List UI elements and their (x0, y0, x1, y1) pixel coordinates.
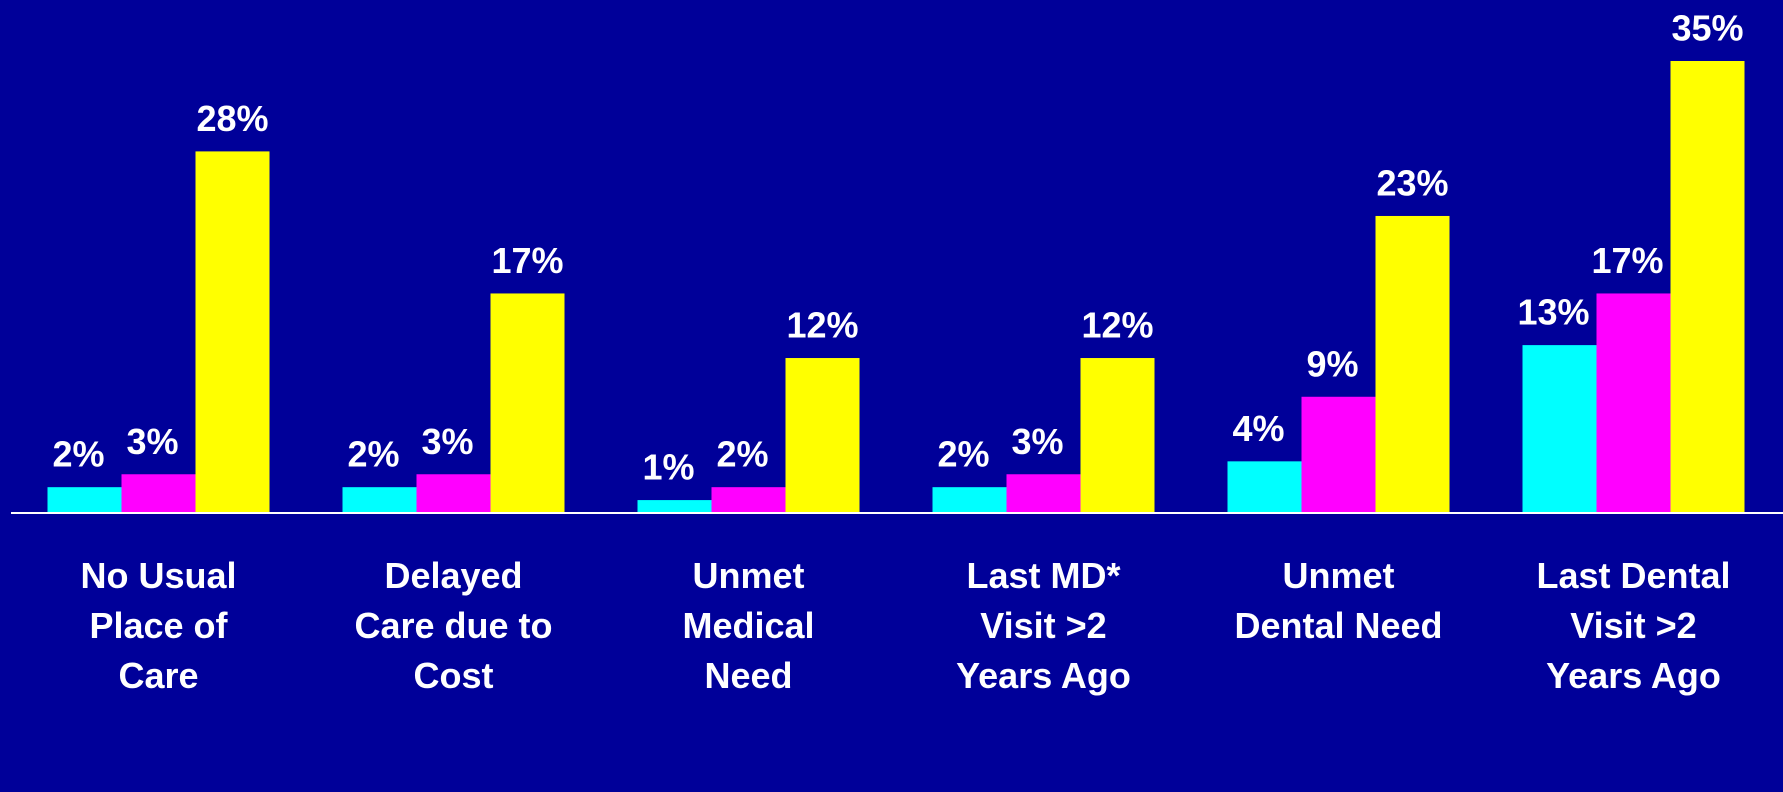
value-label: 12% (1081, 305, 1153, 346)
x-tick-label: Unmet Medical Need (682, 555, 814, 696)
bar (1080, 358, 1155, 513)
value-label: 3% (421, 421, 473, 462)
bar (1227, 461, 1302, 513)
value-label: 23% (1376, 162, 1448, 203)
x-tick-label: Last MD* Visit >2 Years Ago (956, 555, 1131, 696)
bar (195, 151, 270, 513)
bar (1670, 61, 1745, 513)
value-label: 35% (1671, 8, 1743, 49)
value-label: 9% (1306, 343, 1358, 384)
bar (1522, 345, 1597, 513)
value-label: 2% (716, 434, 768, 475)
value-label: 4% (1232, 408, 1284, 449)
value-label: 3% (126, 421, 178, 462)
value-label: 28% (196, 98, 268, 139)
bar (785, 358, 860, 513)
bar (1375, 215, 1450, 513)
value-label: 17% (1591, 240, 1663, 281)
bar (637, 500, 712, 513)
value-label: 1% (642, 447, 694, 488)
x-tick-label: Unmet Dental Need (1234, 555, 1442, 646)
value-label: 13% (1517, 292, 1589, 333)
bar (47, 487, 122, 513)
bar (711, 487, 786, 513)
value-label: 2% (347, 434, 399, 475)
bar (342, 487, 417, 513)
value-label: 2% (937, 434, 989, 475)
bar (1301, 396, 1376, 513)
value-label: 3% (1011, 421, 1063, 462)
bar (121, 474, 196, 513)
value-label: 12% (786, 305, 858, 346)
value-label: 17% (491, 240, 563, 281)
value-label: 2% (52, 434, 104, 475)
x-tick-label: Last Dental Visit >2 Years Ago (1536, 555, 1730, 696)
bar (1006, 474, 1081, 513)
bar (416, 474, 491, 513)
bar (490, 293, 565, 513)
bar (1596, 293, 1671, 513)
bar (932, 487, 1007, 513)
x-tick-label: No Usual Place of Care (80, 555, 236, 696)
x-tick-label: Delayed Care due to Cost (354, 555, 552, 696)
